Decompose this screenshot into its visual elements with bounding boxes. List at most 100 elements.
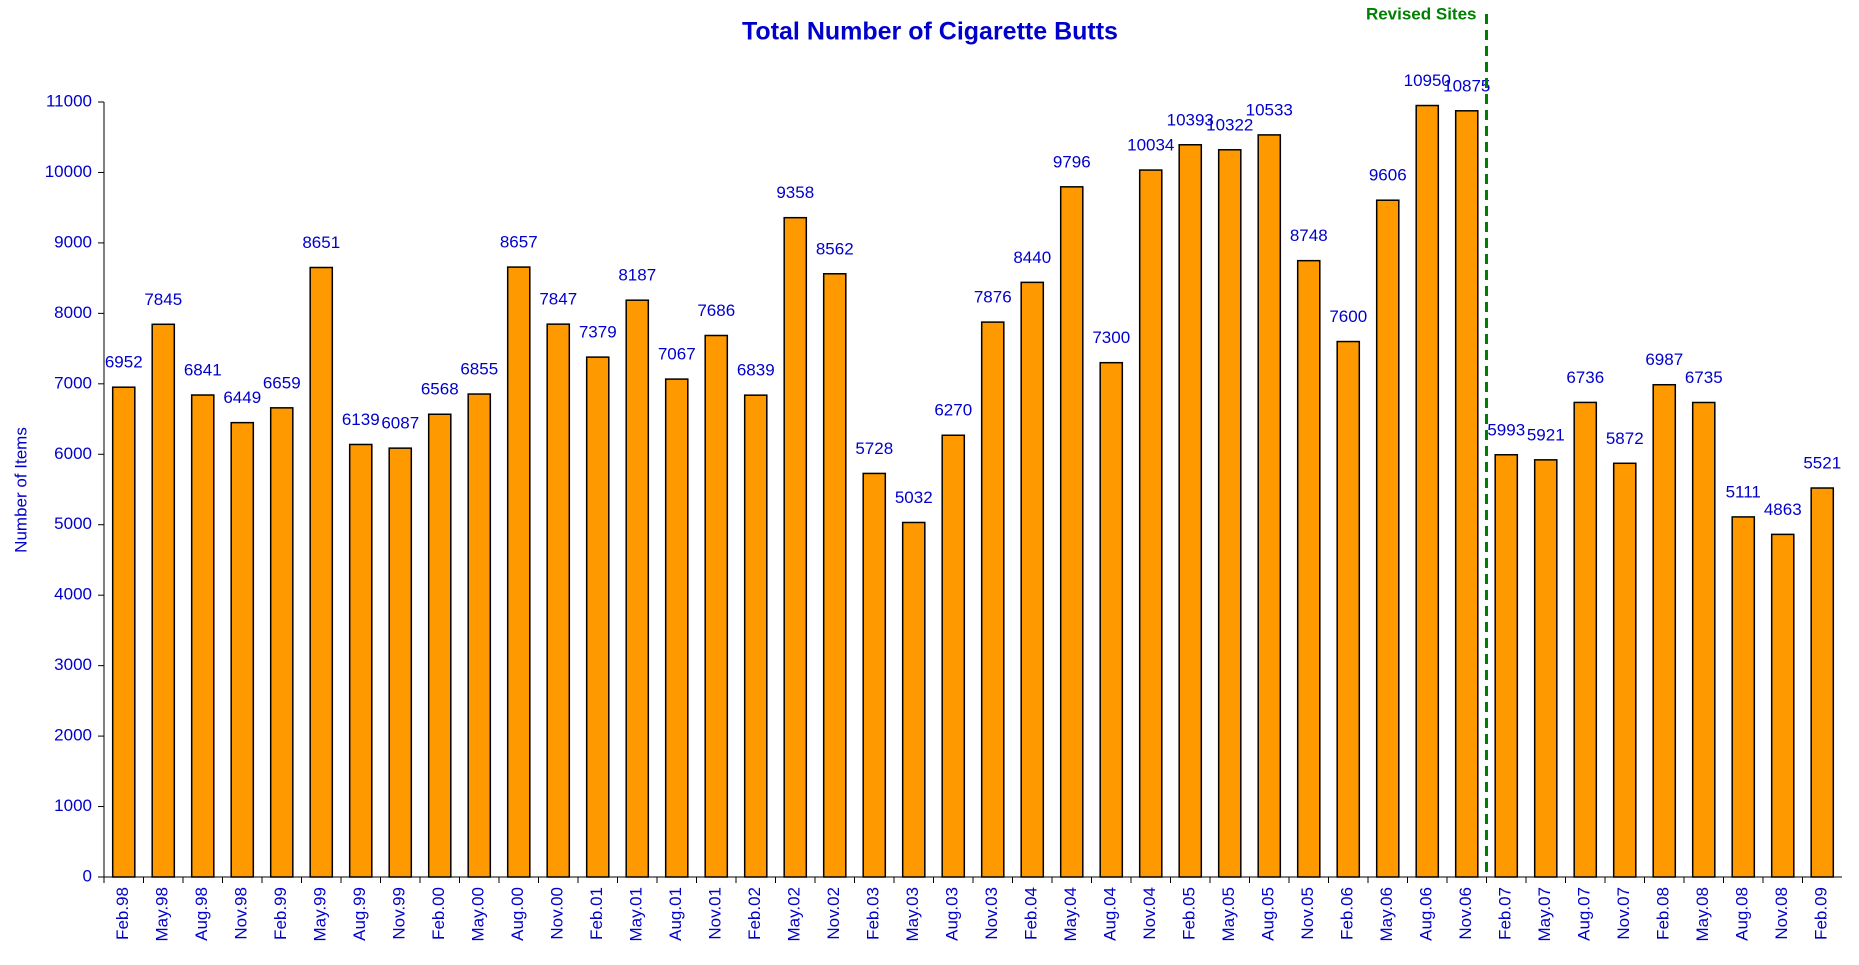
y-tick-label: 1000 <box>54 796 92 815</box>
y-tick-label: 4000 <box>54 585 92 604</box>
value-label: 6987 <box>1645 350 1683 369</box>
x-tick-label: Feb.01 <box>587 887 606 940</box>
bar <box>585 356 610 878</box>
value-label: 7686 <box>697 301 735 320</box>
bar <box>704 334 729 878</box>
x-tick-label: May.01 <box>627 887 646 942</box>
value-label: 4863 <box>1764 500 1802 519</box>
value-label: 10034 <box>1127 136 1174 155</box>
bar <box>980 321 1005 878</box>
bar <box>822 273 847 878</box>
value-label: 5921 <box>1527 425 1565 444</box>
value-label: 9358 <box>776 183 814 202</box>
bar <box>546 323 571 878</box>
chart-title: Total Number of Cigarette Butts <box>742 18 1118 46</box>
value-label: 8748 <box>1290 226 1328 245</box>
x-tick-label: Aug.01 <box>666 887 685 941</box>
bar <box>1059 186 1084 878</box>
x-tick-label: Feb.00 <box>429 887 448 940</box>
bar <box>1217 149 1242 878</box>
value-label: 8657 <box>500 233 538 252</box>
y-tick-label: 8000 <box>54 303 92 322</box>
value-label: 6659 <box>263 373 301 392</box>
value-label: 10322 <box>1206 115 1253 134</box>
value-label: 6087 <box>381 414 419 433</box>
bar <box>309 266 334 878</box>
bar <box>467 393 492 878</box>
y-tick-label: 3000 <box>54 655 92 674</box>
x-tick-label: Nov.07 <box>1614 887 1633 940</box>
value-label: 10950 <box>1404 71 1451 90</box>
x-tick-label: Nov.01 <box>706 887 725 940</box>
bar <box>901 521 926 878</box>
value-label: 6270 <box>934 401 972 420</box>
value-label: 9606 <box>1369 166 1407 185</box>
bar <box>190 394 215 878</box>
value-label: 8651 <box>302 233 340 252</box>
value-label: 6735 <box>1685 368 1723 387</box>
bar <box>1257 134 1282 878</box>
x-tick-label: Nov.06 <box>1456 887 1475 940</box>
x-tick-label: Feb.98 <box>113 887 132 940</box>
value-label: 6736 <box>1566 368 1604 387</box>
bar <box>1494 454 1519 878</box>
value-label: 9796 <box>1053 152 1091 171</box>
x-tick-label: Nov.02 <box>824 887 843 940</box>
value-label: 6568 <box>421 380 459 399</box>
bar <box>1099 361 1124 878</box>
y-tick-label: 9000 <box>54 232 92 251</box>
bar <box>941 434 966 878</box>
bar <box>664 378 689 878</box>
value-label: 7600 <box>1329 307 1367 326</box>
bar <box>783 216 808 878</box>
value-label: 5872 <box>1606 429 1644 448</box>
bar <box>1612 462 1637 878</box>
bar <box>269 407 294 878</box>
y-tick-label: 7000 <box>54 373 92 392</box>
value-label: 7379 <box>579 323 617 342</box>
bar <box>1533 459 1558 878</box>
bar <box>1178 144 1203 878</box>
x-tick-label: Feb.07 <box>1496 887 1515 940</box>
bar <box>111 386 136 878</box>
x-tick-label: Feb.04 <box>1022 887 1041 940</box>
value-label: 10393 <box>1167 110 1214 129</box>
x-tick-label: Aug.08 <box>1733 887 1752 941</box>
x-tick-label: Nov.00 <box>548 887 567 940</box>
x-tick-label: Nov.99 <box>390 887 409 940</box>
y-tick-label: 11000 <box>46 91 92 110</box>
x-tick-label: Nov.08 <box>1772 887 1791 940</box>
value-label: 7845 <box>144 290 182 309</box>
x-tick-label: May.06 <box>1377 887 1396 942</box>
y-tick-label: 2000 <box>54 726 92 745</box>
x-tick-label: May.98 <box>153 887 172 942</box>
value-label: 10875 <box>1443 76 1490 95</box>
x-tick-label: May.99 <box>311 887 330 942</box>
value-label: 6841 <box>184 361 222 380</box>
x-tick-label: Feb.06 <box>1338 887 1357 940</box>
value-label: 5032 <box>895 488 933 507</box>
bar <box>427 413 452 878</box>
value-label: 5993 <box>1487 420 1525 439</box>
x-tick-label: Aug.07 <box>1575 887 1594 941</box>
x-tick-label: Nov.03 <box>982 887 1001 940</box>
x-tick-label: Nov.05 <box>1298 887 1317 940</box>
value-label: 7876 <box>974 288 1012 307</box>
value-label: 6449 <box>223 388 261 407</box>
bar <box>1810 487 1835 878</box>
value-label: 5521 <box>1803 454 1841 473</box>
value-label: 8440 <box>1013 248 1051 267</box>
bar <box>1020 281 1045 878</box>
bar <box>1573 401 1598 878</box>
x-tick-label: Feb.02 <box>745 887 764 940</box>
value-label: 7300 <box>1092 328 1130 347</box>
x-tick-label: Aug.98 <box>192 887 211 941</box>
bar <box>625 299 650 878</box>
y-tick-label: 10000 <box>45 162 92 181</box>
x-tick-label: Nov.04 <box>1140 887 1159 940</box>
value-label: 6855 <box>460 360 498 379</box>
y-axis-label: Number of Items <box>11 427 30 553</box>
value-label: 6952 <box>105 353 143 372</box>
x-tick-label: Aug.06 <box>1417 887 1436 941</box>
